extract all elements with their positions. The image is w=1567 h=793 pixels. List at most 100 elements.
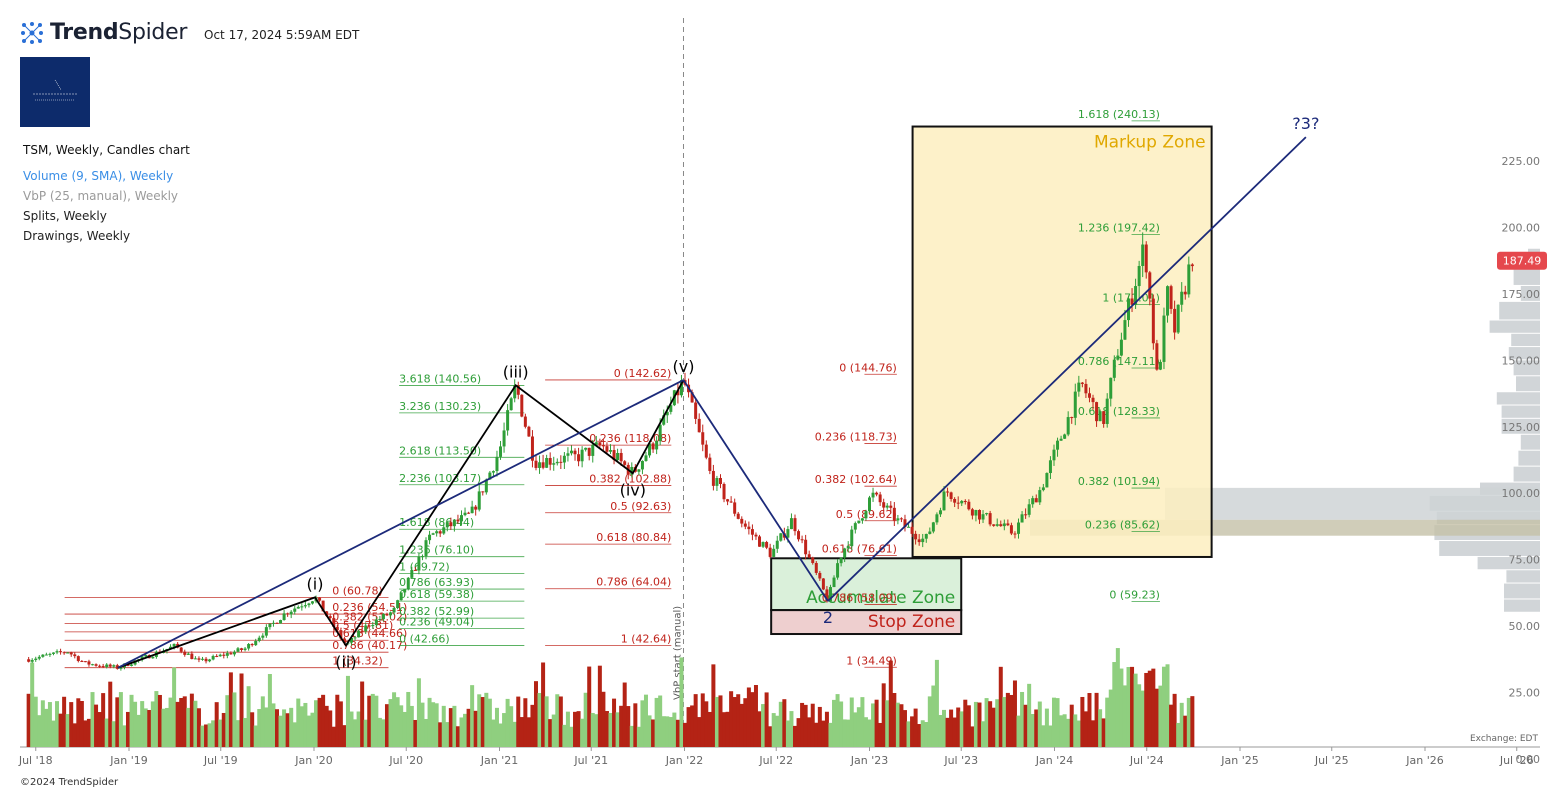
volume-bar <box>956 707 961 747</box>
volume-bar <box>1059 715 1064 747</box>
candle-body <box>928 531 932 534</box>
volume-bar <box>668 717 673 747</box>
legend-item-volume[interactable]: Volume (9, SMA), Weekly <box>23 169 174 183</box>
candle-body <box>289 611 293 615</box>
x-tick-label: Jan '19 <box>109 754 147 767</box>
volume-bar <box>257 709 262 747</box>
candle-body <box>488 472 492 480</box>
candle-body <box>179 647 183 652</box>
candle-body <box>353 637 357 639</box>
candle-body <box>59 651 63 653</box>
candle-body <box>903 519 907 528</box>
candle-body <box>694 402 698 419</box>
candle-body <box>80 661 84 663</box>
volume-bar <box>981 721 986 747</box>
volume-bar <box>463 713 468 747</box>
volume-bar <box>558 696 563 747</box>
volume-bar <box>1020 691 1025 747</box>
candle-body <box>420 556 424 558</box>
volume-bar <box>604 711 609 747</box>
brand-logo[interactable]: TrendSpider <box>20 20 187 45</box>
candle-body <box>892 507 896 521</box>
volume-bar <box>125 711 130 747</box>
candle-body <box>1105 398 1109 424</box>
legend-item-drawings[interactable]: Drawings, Weekly <box>23 229 131 243</box>
volume-bar <box>729 691 734 747</box>
candle-body <box>662 415 666 425</box>
volume-bar <box>168 697 173 747</box>
candle-body <box>396 600 400 609</box>
fib-label: 0.618 (80.84) <box>596 531 671 544</box>
candle-body <box>541 462 545 468</box>
volume-bar <box>722 712 727 747</box>
brand-name-bold: Trend <box>50 20 119 45</box>
volume-bar <box>44 708 49 747</box>
candle-body <box>1087 393 1091 398</box>
candle-body <box>818 572 822 579</box>
legend-item-splits[interactable]: Splits, Weekly <box>23 209 107 223</box>
volume-bar <box>154 691 159 747</box>
volume-bar <box>69 702 74 747</box>
candle-body <box>871 492 875 498</box>
candle-body <box>83 661 87 663</box>
y-tick-label: 100.00 <box>1502 487 1541 500</box>
volume-bar <box>835 694 840 747</box>
candle-body <box>520 394 524 417</box>
volume-bar <box>58 713 63 747</box>
fib-label: 0 (42.66) <box>399 633 450 646</box>
candle-body <box>722 484 726 500</box>
candle-body <box>577 454 581 462</box>
brand-name-light: Spider <box>118 20 188 45</box>
fib-label: 0.382 (52.99) <box>399 605 474 618</box>
fib-label: 0.382 (102.88) <box>589 473 671 486</box>
volume-bar <box>661 716 666 747</box>
volume-bar <box>466 708 471 747</box>
volume-bar <box>1002 697 1007 747</box>
wave-label: ?3? <box>1292 114 1319 133</box>
candle-body <box>985 513 989 515</box>
candle-body <box>754 534 758 537</box>
candle-body <box>360 630 364 632</box>
candle-body <box>257 637 261 641</box>
zones-layer: Markup Zone Accumulate Zone Stop Zone <box>770 125 1213 636</box>
candle-body <box>130 664 134 666</box>
legend-item-vbp[interactable]: VbP (25, manual), Weekly <box>23 189 179 203</box>
candle-body <box>186 653 190 655</box>
fib-label: 2.618 (113.50) <box>399 444 481 457</box>
zone-box <box>770 609 963 636</box>
volume-bar <box>714 696 719 747</box>
candle-body <box>1141 244 1145 266</box>
candle-body <box>825 589 829 602</box>
fib-label: 0.786 (64.04) <box>596 576 671 589</box>
candle-body <box>800 539 804 541</box>
legend-title: TSM, Weekly, Candles chart <box>23 143 190 157</box>
volume-bar <box>512 721 517 747</box>
volume-bar <box>143 708 148 747</box>
candle-body <box>459 515 463 522</box>
volume-bar <box>285 713 290 747</box>
candle-body <box>1084 383 1088 394</box>
volume-bar <box>214 702 219 747</box>
x-tick-label: Jul '24 <box>1129 754 1164 767</box>
candle-body <box>30 659 34 662</box>
volume-bar <box>1154 688 1159 747</box>
volume-bar <box>246 686 251 747</box>
candle-body <box>931 522 935 532</box>
volume-bar <box>874 699 879 747</box>
vbp-bar <box>1501 405 1540 418</box>
volume-bar <box>973 701 978 747</box>
volume-bar <box>533 681 538 747</box>
candle-body <box>619 452 623 462</box>
candle-body <box>101 666 105 668</box>
volume-bar <box>771 713 776 747</box>
volume-bar <box>739 703 744 747</box>
candle-body <box>506 410 510 431</box>
candle-body <box>953 498 957 503</box>
vbp-bar <box>1513 466 1540 482</box>
candle-body <box>112 665 116 667</box>
fib-label: 0.382 (102.64) <box>815 473 897 486</box>
candle-body <box>403 589 407 593</box>
y-tick-label: 175.00 <box>1502 288 1541 301</box>
candle-body <box>1013 533 1017 535</box>
